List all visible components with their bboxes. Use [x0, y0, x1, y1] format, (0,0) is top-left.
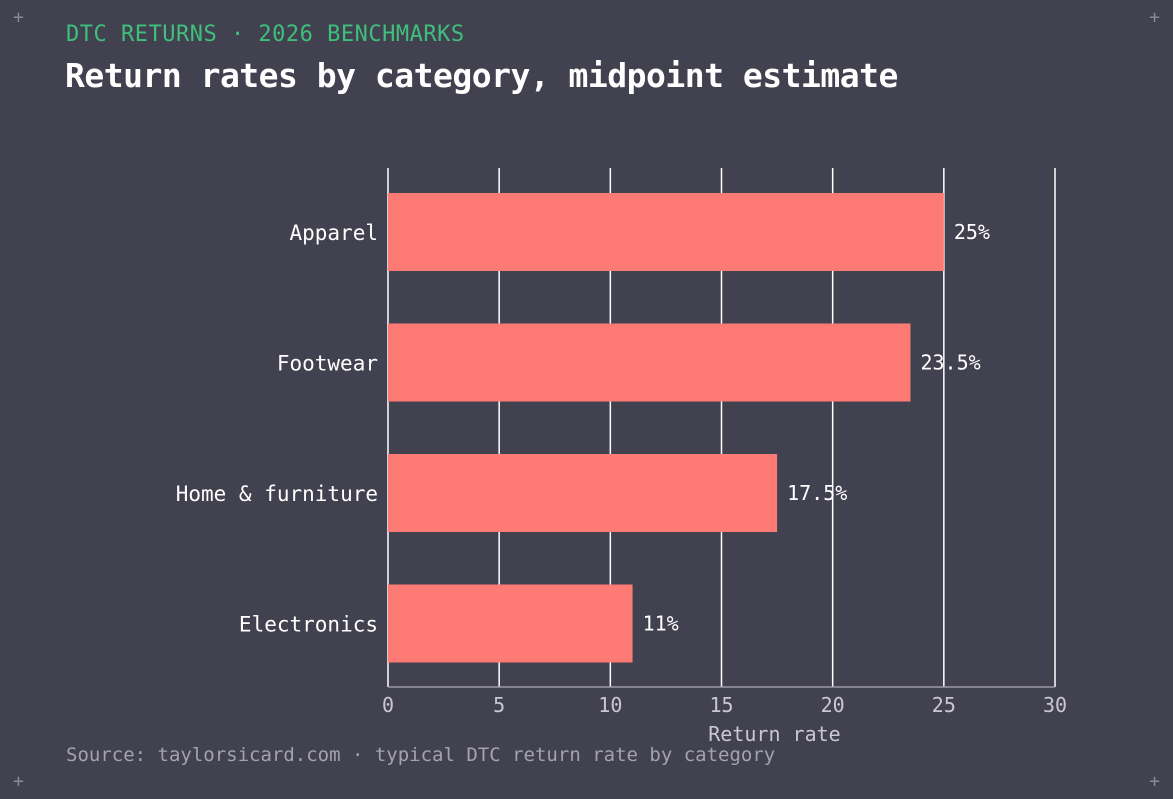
category-label-0: Apparel: [289, 221, 378, 245]
category-label-1: Footwear: [277, 352, 378, 376]
category-label-3: Electronics: [239, 613, 378, 637]
corner-mark-bottom-left: +: [13, 771, 24, 792]
x-axis-title: Return rate: [708, 722, 840, 746]
corner-mark-bottom-right: +: [1149, 771, 1160, 792]
value-label-1: 23.5%: [920, 351, 980, 375]
x-tick-label-0: 0: [382, 693, 394, 717]
corner-mark-top-right: +: [1149, 7, 1160, 28]
labels: 0 5 10 15 20 25 30 Apparel 25% Footwear 23.5% Home …: [176, 220, 1067, 746]
category-label-2: Home & furniture: [176, 482, 378, 506]
x-tick-label-15: 15: [709, 693, 733, 717]
value-label-0: 25%: [954, 220, 990, 244]
x-tick-label-30: 30: [1043, 693, 1067, 717]
x-tick-label-20: 20: [821, 693, 845, 717]
bar-0: [388, 193, 944, 271]
source-note: Source: taylorsicard.com · typical DTC r…: [66, 744, 776, 766]
bar-3: [388, 584, 633, 663]
bar-2: [388, 454, 778, 532]
value-label-3: 11%: [643, 612, 679, 636]
bars: [388, 193, 944, 663]
x-tick-label-5: 5: [493, 693, 505, 717]
x-tick-label-25: 25: [932, 693, 956, 717]
value-label-2: 17.5%: [787, 481, 847, 505]
chart-eyebrow: DTC RETURNS · 2026 BENCHMARKS: [66, 22, 465, 47]
corner-mark-top-left: +: [13, 7, 24, 28]
chart-title: Return rates by category, midpoint estim…: [65, 56, 898, 95]
x-tick-label-10: 10: [598, 693, 622, 717]
bar-1: [388, 323, 911, 402]
